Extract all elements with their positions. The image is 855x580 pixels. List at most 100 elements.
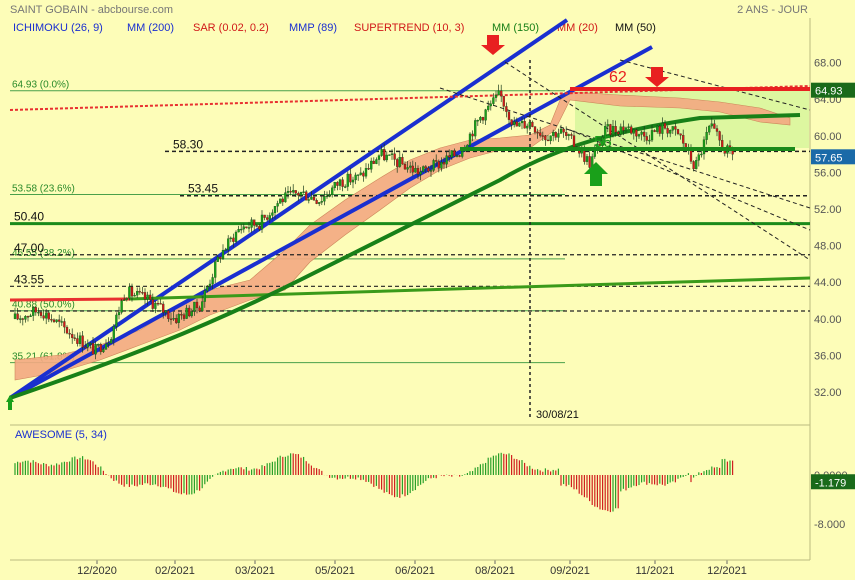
price-tick-label-4: 52.00 (814, 204, 842, 216)
candle-body-179 (479, 117, 482, 121)
buy-arrow-icon-small (6, 395, 14, 410)
candle-body-205 (546, 139, 550, 142)
candle-body-67 (188, 307, 191, 317)
candle-body-186 (497, 90, 500, 96)
dashed-channel-bottom (569, 129, 811, 231)
candle-body-84 (232, 237, 235, 242)
candle-body-178 (476, 120, 479, 122)
price-badge-text-1: 57.65 (815, 152, 843, 164)
candle-body-154 (414, 168, 417, 173)
candle-body-168 (450, 150, 453, 158)
candle-body-63 (177, 314, 180, 323)
candle-body-126 (341, 179, 344, 187)
candle-body-264 (700, 153, 703, 156)
candle-body-77 (214, 261, 217, 278)
candle-body-60 (169, 318, 173, 321)
level-label-3: 47.00 (14, 241, 44, 255)
candle-body-53 (151, 299, 154, 309)
candle-body-183 (489, 103, 492, 107)
candle-body-7 (32, 307, 35, 316)
date-axis: 12/2020 02/2021 03/2021 05/2021 06/2021 08/20… (10, 559, 810, 577)
candle-body-166 (445, 155, 448, 165)
candle-body-176 (471, 133, 474, 137)
candle-body-83 (229, 237, 232, 240)
candle-body-70 (195, 301, 199, 309)
buy-arrow-icon (584, 162, 608, 186)
candle-body-88 (242, 226, 245, 230)
candle-body-191 (510, 119, 513, 125)
candle-body-156 (419, 171, 422, 175)
sell-arrow-icon-2 (645, 67, 669, 87)
candle-body-210 (559, 128, 563, 134)
dashed-channel-mid (504, 61, 811, 261)
candle-body-234 (622, 126, 625, 131)
candle-body-150 (403, 163, 407, 170)
candle-body-189 (505, 106, 508, 112)
candle-body-227 (604, 125, 607, 138)
green-support-trendline (129, 276, 811, 301)
candle-body-135 (364, 168, 368, 177)
candle-body-257 (682, 135, 685, 144)
candle-body-56 (159, 303, 162, 305)
candle-body-202 (539, 132, 542, 136)
candle-body-40 (117, 312, 121, 316)
candle-body-235 (624, 127, 628, 131)
fib-label-1: 53.58 (23.6%) (12, 184, 75, 195)
candle-body-270 (715, 128, 719, 132)
candle-body-182 (487, 105, 490, 110)
candle-body-85 (234, 231, 238, 242)
candle-body-121 (328, 194, 331, 197)
candle-body-268 (710, 123, 713, 127)
level-label-0: 58.30 (173, 137, 203, 151)
candle-body-112 (305, 191, 308, 201)
candle-body-230 (611, 126, 615, 135)
price-tick-label-2: 60.00 (814, 131, 842, 143)
candle-body-151 (406, 167, 409, 170)
price-badge-text-0: 64.93 (815, 86, 843, 98)
candle-body-59 (167, 310, 170, 320)
candle-body-47 (136, 291, 139, 296)
candle-body-196 (523, 120, 526, 129)
candle-body-99 (271, 212, 274, 216)
candle-body-117 (318, 202, 321, 204)
candle-body-33 (99, 343, 102, 353)
candle-body-269 (713, 123, 716, 129)
annotation-56: 56 (594, 134, 612, 151)
candle-body-3 (21, 318, 24, 320)
candle-body-229 (609, 124, 612, 135)
candle-body-68 (190, 311, 193, 317)
candle-body-167 (448, 155, 451, 158)
candle-body-115 (312, 196, 316, 201)
oscillator-axis: 0.0000-8.000-1.179 (811, 470, 855, 531)
candle-body-245 (650, 130, 654, 141)
candle-body-197 (526, 125, 529, 129)
candle-body-6 (29, 315, 32, 318)
indicator-legend: ICHIMOKU (26, 9) MM (200) SAR (0.02, 0.2… (13, 22, 656, 34)
candle-body-29 (89, 343, 92, 345)
candle-body-185 (494, 94, 498, 98)
candle-body-48 (138, 291, 141, 293)
candle-body-109 (297, 193, 300, 196)
x-tick-label-4: 06/2021 (395, 565, 435, 577)
candle-body-237 (630, 126, 633, 134)
oscillator-title: AWESOME (5, 34) (15, 429, 107, 441)
candle-body-103 (281, 198, 284, 203)
candle-body-74 (206, 286, 209, 291)
candle-body-190 (507, 111, 511, 120)
candle-body-1 (16, 313, 19, 320)
candle-body-146 (393, 153, 396, 160)
candle-body-30 (91, 343, 95, 355)
candle-body-5 (26, 316, 30, 318)
fib-label-3: 40.88 (50.0%) (12, 300, 75, 311)
candle-body-199 (531, 121, 534, 127)
candle-body-114 (310, 196, 313, 200)
candle-body-39 (115, 314, 118, 327)
candle-body-134 (362, 172, 365, 177)
moving-averages (9, 113, 801, 400)
candle-body-98 (268, 215, 271, 220)
candle-body-231 (614, 126, 617, 133)
candle-body-32 (97, 343, 100, 346)
candle-body-193 (515, 121, 518, 127)
lower-trend-channel (9, 45, 653, 400)
candle-body-90 (247, 227, 251, 229)
